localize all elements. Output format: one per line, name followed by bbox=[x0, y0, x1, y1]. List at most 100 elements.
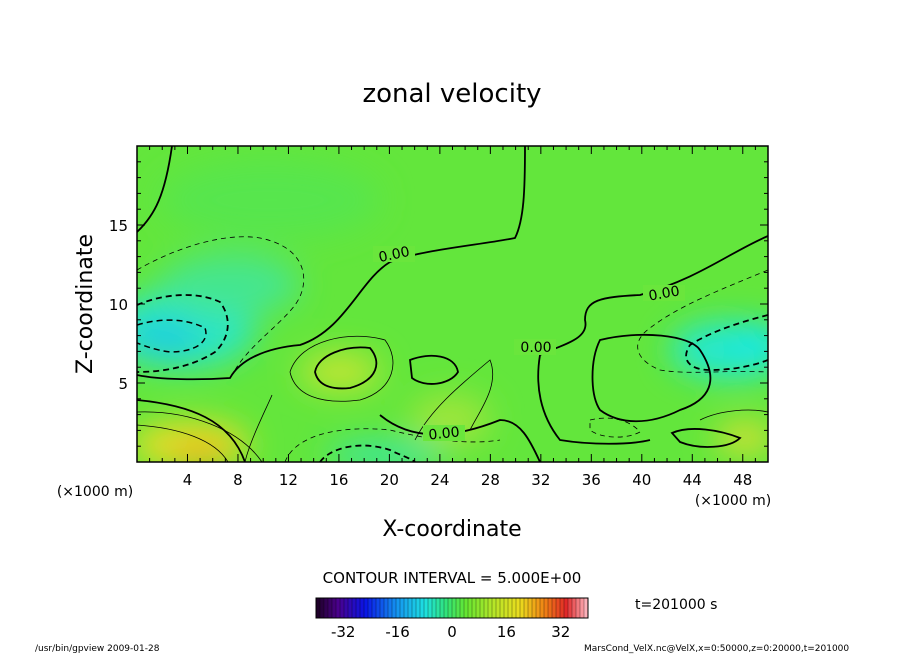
colorbar-cell bbox=[516, 598, 521, 618]
colorbar-cell bbox=[440, 598, 445, 618]
colorbar-cell bbox=[428, 598, 433, 618]
x-tick-label: 44 bbox=[683, 471, 702, 489]
colorbar-cell bbox=[380, 598, 385, 618]
colorbar-cell bbox=[496, 598, 501, 618]
colorbar-cell bbox=[480, 598, 485, 618]
x-tick-label: 40 bbox=[632, 471, 651, 489]
contour-zero bbox=[670, 428, 742, 448]
colorbar-tick-label: -16 bbox=[385, 623, 410, 641]
colorbar-cell bbox=[332, 598, 337, 618]
colorbar-cell bbox=[584, 598, 589, 618]
colorbar-cell bbox=[532, 598, 537, 618]
colorbar-cell bbox=[484, 598, 489, 618]
heatmap-field bbox=[137, 146, 768, 462]
contour-minus10 bbox=[137, 319, 207, 353]
colorbar-cell bbox=[500, 598, 505, 618]
colorbar-cell bbox=[424, 598, 429, 618]
colorbar-cell bbox=[568, 598, 573, 618]
contour-minus-thin bbox=[589, 417, 641, 438]
field-blob bbox=[137, 324, 200, 352]
contour-plus-thin bbox=[289, 335, 394, 402]
colorbar bbox=[316, 598, 589, 618]
colorbar-cell bbox=[488, 598, 493, 618]
field-blob bbox=[300, 354, 380, 390]
colorbar-cell bbox=[376, 598, 381, 618]
colorbar-cell bbox=[400, 598, 405, 618]
colorbar-cell bbox=[388, 598, 393, 618]
colorbar-cell bbox=[560, 598, 565, 618]
contour-minus-thin bbox=[637, 269, 768, 373]
colorbar-cell bbox=[536, 598, 541, 618]
x-tick-label: 12 bbox=[279, 471, 298, 489]
time-label: t=201000 s bbox=[635, 597, 717, 613]
contour-zero bbox=[379, 414, 541, 462]
colorbar-cell bbox=[372, 598, 377, 618]
colorbar-cell bbox=[396, 598, 401, 618]
field-blob bbox=[325, 443, 445, 462]
field-blob bbox=[715, 422, 768, 454]
colorbar-tick-label: -32 bbox=[331, 623, 356, 641]
colorbar-cell bbox=[456, 598, 461, 618]
y-tick-label: 15 bbox=[109, 217, 128, 235]
footer-left: /usr/bin/gpview 2009-01-28 bbox=[35, 644, 160, 654]
contour-label: 0.00 bbox=[428, 424, 461, 443]
footer-right: MarsCond_VelX.nc@VelX,x=0:50000,z=0:2000… bbox=[584, 644, 849, 654]
colorbar-cell bbox=[360, 598, 365, 618]
colorbar-cell bbox=[476, 598, 481, 618]
colorbar-cell bbox=[436, 598, 441, 618]
contour-label-backgrounds bbox=[373, 246, 685, 441]
x-tick-label: 4 bbox=[183, 471, 193, 489]
contour-zero bbox=[137, 399, 246, 462]
contour-zero bbox=[409, 354, 459, 385]
colorbar-cell bbox=[340, 598, 345, 618]
contour-plus-thin bbox=[137, 424, 229, 462]
colorbar-tick-label: 16 bbox=[497, 623, 516, 641]
colorbar-cell bbox=[544, 598, 549, 618]
colorbar-cell bbox=[384, 598, 389, 618]
colorbar-cell bbox=[572, 598, 577, 618]
contour-lines bbox=[137, 146, 768, 462]
x-tick-label: 24 bbox=[430, 471, 449, 489]
contour-zero bbox=[314, 346, 378, 390]
colorbar-cell bbox=[520, 598, 525, 618]
x-tick-label: 20 bbox=[380, 471, 399, 489]
colorbar-cell bbox=[416, 598, 421, 618]
colorbar-cell bbox=[348, 598, 353, 618]
colorbar-cell bbox=[408, 598, 413, 618]
field-blob bbox=[670, 322, 768, 378]
axis-ticks bbox=[137, 146, 768, 462]
colorbar-cell bbox=[404, 598, 409, 618]
colorbar-cell bbox=[580, 598, 585, 618]
y-axis-label: Z-coordinate bbox=[73, 234, 98, 374]
colorbar-cell bbox=[356, 598, 361, 618]
colorbar-cell bbox=[512, 598, 517, 618]
field-blob bbox=[170, 445, 230, 462]
field-blob bbox=[160, 255, 300, 315]
contour-minus-thin bbox=[137, 236, 305, 371]
y-tick-label: 5 bbox=[118, 375, 128, 393]
field-blob bbox=[160, 160, 380, 240]
colorbar-cell bbox=[524, 598, 529, 618]
x-tick-label: 28 bbox=[481, 471, 500, 489]
contour-zero bbox=[537, 235, 768, 445]
x-axis-label: X-coordinate bbox=[382, 517, 521, 542]
contour-minus5 bbox=[319, 444, 416, 462]
x-tick-label: 32 bbox=[531, 471, 550, 489]
colorbar-cell bbox=[432, 598, 437, 618]
colorbar-cell bbox=[528, 598, 533, 618]
y-tick-label: 10 bbox=[109, 296, 128, 314]
x-tick-label: 8 bbox=[233, 471, 243, 489]
colorbar-cell bbox=[344, 598, 349, 618]
y-unit-label: (×1000 m) bbox=[57, 484, 133, 500]
colorbar-cell bbox=[464, 598, 469, 618]
x-unit-label: (×1000 m) bbox=[695, 493, 771, 509]
contour-plus-thin bbox=[699, 409, 768, 421]
colorbar-tick-label: 32 bbox=[551, 623, 570, 641]
contour-plus-thin bbox=[244, 394, 273, 462]
colorbar-cell bbox=[576, 598, 581, 618]
field-blob bbox=[738, 324, 768, 356]
x-tick-label: 16 bbox=[329, 471, 348, 489]
colorbar-cell bbox=[352, 598, 357, 618]
colorbar-frame bbox=[315, 597, 589, 619]
